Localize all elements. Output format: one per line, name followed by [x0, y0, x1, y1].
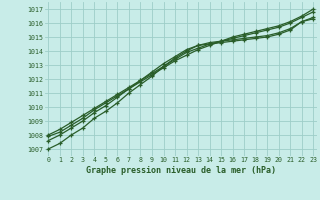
- X-axis label: Graphe pression niveau de la mer (hPa): Graphe pression niveau de la mer (hPa): [86, 166, 276, 175]
